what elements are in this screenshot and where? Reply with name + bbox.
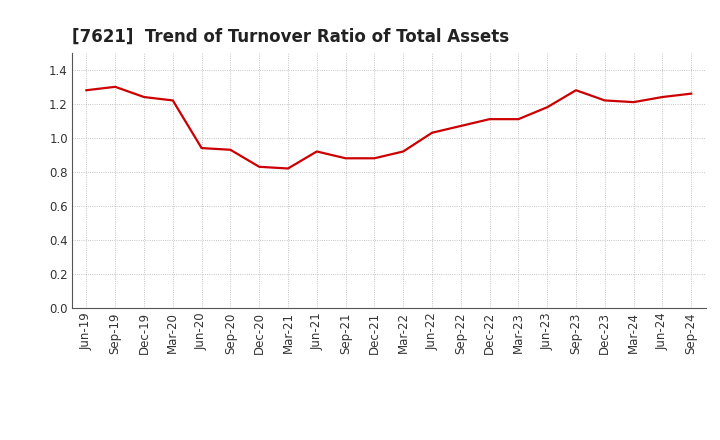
Text: [7621]  Trend of Turnover Ratio of Total Assets: [7621] Trend of Turnover Ratio of Total … bbox=[72, 28, 509, 46]
